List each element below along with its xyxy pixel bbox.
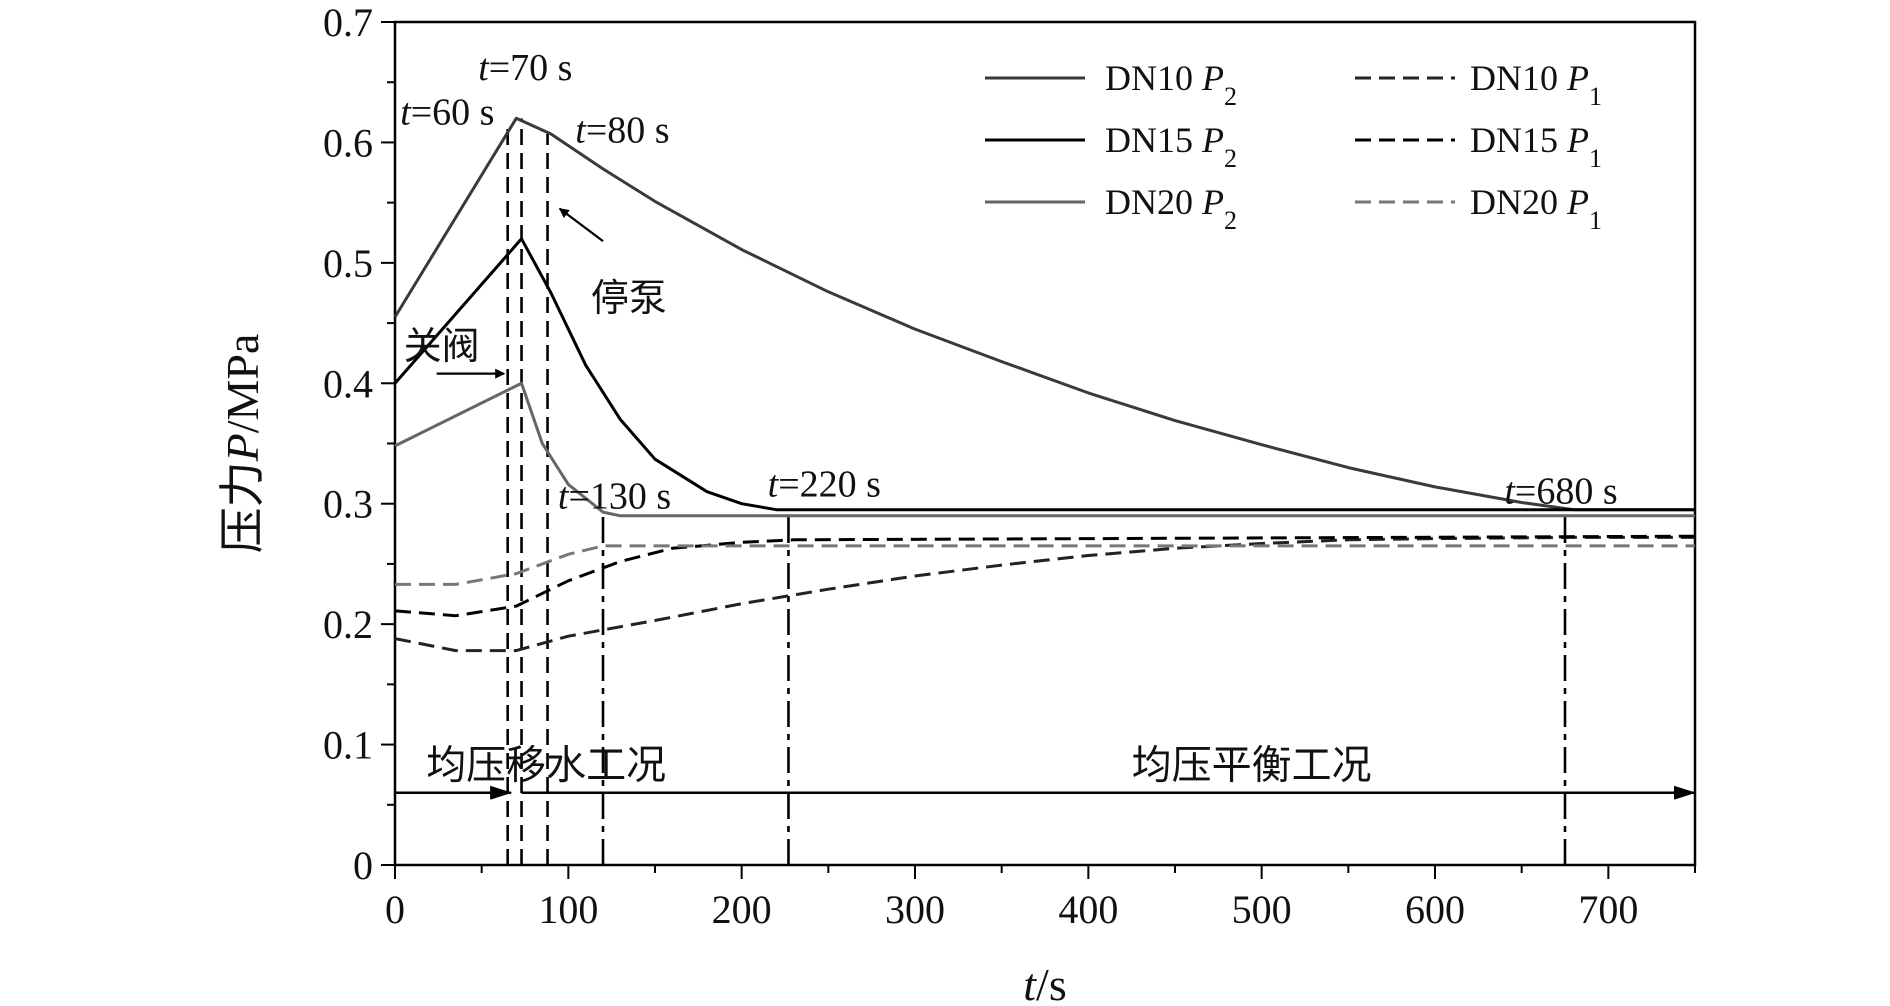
- x-tick-label: 600: [1405, 887, 1465, 932]
- y-tick-label: 0.5: [323, 241, 373, 286]
- legend-label: DN20 P2: [1105, 182, 1237, 235]
- x-tick-label: 700: [1578, 887, 1638, 932]
- legend-label: DN20 P1: [1470, 182, 1602, 235]
- legend-label: DN15 P1: [1470, 120, 1602, 173]
- series-line: [394, 534, 1696, 618]
- y-tick-label: 0.6: [323, 120, 373, 165]
- x-tick-label: 300: [885, 887, 945, 932]
- y-tick-label: 0.3: [323, 482, 373, 527]
- callout-arrow: [558, 207, 604, 243]
- legend-label: DN10 P1: [1470, 58, 1602, 111]
- x-tick-label: 400: [1058, 887, 1118, 932]
- x-tick-label: 0: [385, 887, 405, 932]
- legend-label: DN10 P2: [1105, 58, 1237, 111]
- region-label: 均压移水工况: [426, 742, 666, 787]
- time-annotation: t=80 s: [575, 109, 669, 151]
- x-tick-label: 500: [1232, 887, 1292, 932]
- callout-label: 关阀: [404, 326, 480, 368]
- series-line: [393, 237, 1695, 512]
- callout-label: 停泵: [591, 278, 667, 320]
- y-tick-label: 0.7: [323, 0, 373, 45]
- legend-label: DN15 P2: [1105, 120, 1237, 173]
- time-annotation: t=680 s: [1504, 471, 1617, 513]
- plot-area: 0 100 200 300 400 500 600 700 0 0.1 0.2 0.3 0.4 0.5 0.…: [217, 0, 1697, 1006]
- series-line: [394, 535, 1695, 653]
- x-axis-label: t/s: [1023, 959, 1066, 1006]
- series-line: [393, 116, 1695, 512]
- y-tick-label: 0.1: [323, 723, 373, 768]
- time-annotation: t=60 s: [400, 91, 494, 133]
- x-tick-label: 200: [712, 887, 772, 932]
- y-tick-label: 0: [353, 843, 373, 888]
- y-tick-label: 0.2: [323, 602, 373, 647]
- series-line: [394, 381, 1695, 518]
- series-line: [395, 544, 1695, 586]
- region-label: 均压平衡工况: [1132, 742, 1372, 787]
- time-annotation: t=220 s: [768, 463, 881, 505]
- time-annotation: t=70 s: [478, 47, 572, 89]
- y-tick-label: 0.4: [323, 361, 373, 406]
- time-annotation: t=130 s: [558, 476, 671, 518]
- y-axis-label: 压力P/MPa: [217, 334, 268, 554]
- x-tick-label: 100: [538, 887, 598, 932]
